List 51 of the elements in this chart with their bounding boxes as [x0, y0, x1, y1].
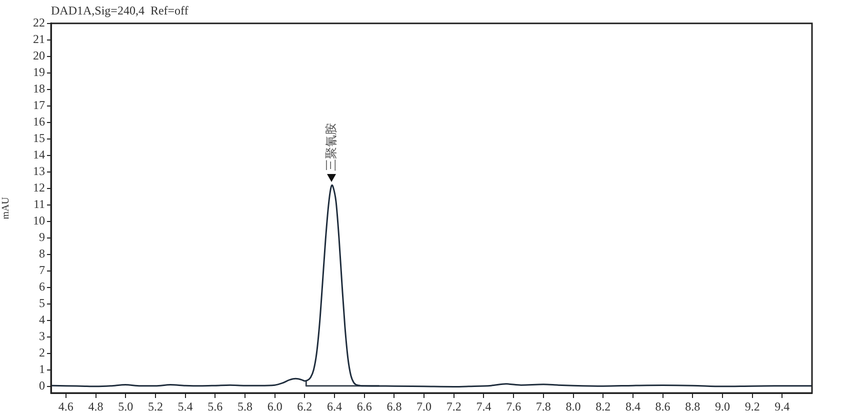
- x-tick-label: 8.2: [596, 399, 611, 414]
- y-tick-label: 19: [33, 65, 45, 80]
- y-tick-label: 11: [33, 197, 45, 212]
- y-tick-label: 10: [33, 214, 45, 228]
- x-tick-label: 6.4: [327, 399, 342, 414]
- x-tick-label: 7.8: [536, 399, 551, 414]
- annotation: 三聚氰胺: [324, 122, 338, 171]
- x-tick-label: 7.6: [506, 399, 522, 414]
- x-tick-label: 6.6: [356, 399, 372, 414]
- x-tick-label: 4.8: [88, 399, 104, 414]
- y-tick-label: 9: [39, 230, 45, 244]
- x-tick-label: 6.2: [297, 399, 312, 414]
- y-tick-label: 16: [33, 114, 45, 129]
- y-tick-label: 15: [33, 131, 45, 146]
- x-tick-label: 5.0: [118, 399, 134, 414]
- x-tick-label: 6.8: [386, 399, 402, 414]
- x-tick-label: 5.2: [148, 399, 163, 414]
- y-tick-label: 2: [39, 346, 45, 360]
- x-tick-label: 8.0: [566, 399, 581, 414]
- x-tick-label: 5.6: [208, 399, 223, 414]
- y-tick-label: 21: [33, 32, 45, 46]
- x-tick-label: 7.0: [416, 399, 432, 414]
- y-tick-label: 12: [33, 180, 45, 195]
- y-tick-label: 20: [33, 48, 45, 63]
- x-tick-label: 4.6: [58, 399, 74, 414]
- y-tick-label: 18: [33, 82, 45, 96]
- x-tick-label: 8.8: [685, 399, 700, 414]
- x-tick-label: 7.2: [446, 399, 462, 414]
- x-tick-label: 9.4: [774, 399, 790, 414]
- y-tick-label: 22: [33, 16, 45, 30]
- y-tick-label: 3: [39, 329, 45, 344]
- y-tick-label: 0: [39, 378, 45, 393]
- y-tick-label: 14: [33, 148, 45, 162]
- x-tick-label: 9.0: [714, 399, 730, 414]
- x-tick-label: 8.6: [655, 399, 670, 414]
- y-tick-label: 13: [33, 164, 45, 178]
- chart-title: DAD1A,Sig=240,4 Ref=off: [51, 3, 188, 18]
- y-tick-label: 1: [39, 362, 45, 376]
- y-tick-label: 5: [39, 296, 45, 310]
- y-tick-label: 4: [39, 312, 45, 327]
- x-tick-label: 7.4: [476, 399, 492, 414]
- y-axis-title: mAU: [0, 196, 12, 220]
- x-tick-label: 8.4: [625, 399, 640, 414]
- y-tick-label: 17: [33, 98, 45, 112]
- x-tick-label: 5.8: [237, 399, 252, 414]
- x-tick-label: 9.2: [744, 399, 760, 414]
- x-tick-label: 5.4: [178, 399, 193, 414]
- y-tick-label: 8: [39, 246, 45, 261]
- y-tick-label: 6: [39, 280, 45, 294]
- y-tick-label: 7: [39, 263, 45, 278]
- x-tick-label: 6.0: [267, 399, 282, 414]
